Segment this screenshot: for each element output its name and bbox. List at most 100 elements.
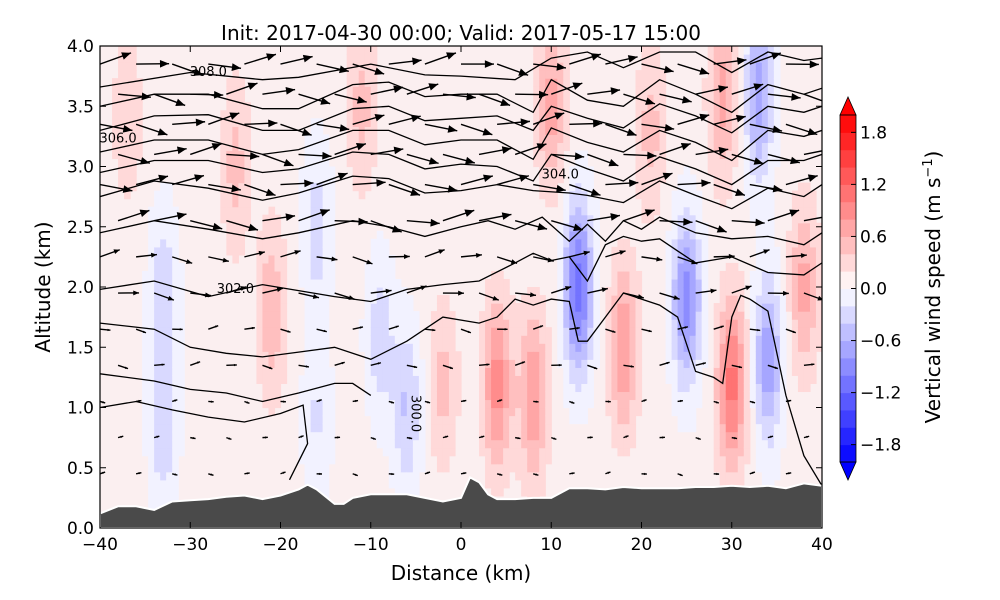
contour-label: 302.0 (217, 282, 254, 297)
field-cell (659, 86, 667, 95)
field-cell (256, 270, 264, 280)
field-cell (725, 295, 733, 304)
field-cell (647, 214, 655, 224)
field-cell (671, 206, 679, 216)
field-cell (388, 391, 396, 401)
field-cell (587, 383, 594, 393)
wind-arrow (514, 220, 548, 231)
field-cell (370, 246, 378, 256)
wind-arrow (262, 436, 268, 439)
field-cell (539, 455, 546, 465)
field-cell (767, 471, 775, 481)
field-cell (479, 375, 486, 384)
field-cell (725, 287, 733, 296)
field-cell (575, 166, 582, 176)
field-cell (755, 367, 763, 376)
field-cell (328, 262, 336, 272)
field-cell (713, 415, 721, 425)
field-cell (539, 359, 546, 368)
field-cell (154, 479, 161, 489)
wind-arrow (605, 328, 616, 333)
field-cell (346, 158, 354, 168)
field-cell (761, 423, 769, 433)
field-cell (364, 343, 372, 352)
field-cell (352, 158, 360, 168)
field-cell (448, 383, 456, 393)
field-cell (316, 343, 324, 352)
field-cell (346, 70, 354, 79)
field-cell (629, 423, 637, 433)
field-cell (563, 303, 570, 312)
field-cell (587, 343, 594, 352)
field-cell (791, 311, 799, 320)
field-cell (803, 367, 811, 376)
wind-arrow (370, 362, 382, 367)
contour-line (100, 373, 372, 403)
field-cell (232, 238, 239, 248)
field-cell (815, 319, 822, 328)
field-cell (274, 367, 282, 376)
field-cell (635, 335, 643, 344)
field-cell (364, 46, 372, 55)
field-cell (394, 383, 402, 393)
field-cell (689, 343, 697, 352)
field-cell (767, 287, 775, 296)
field-cell (725, 86, 733, 95)
field-cell (448, 311, 456, 320)
field-cell (436, 375, 444, 384)
field-cell (130, 150, 137, 160)
field-cell (364, 383, 372, 393)
field-cell (545, 391, 552, 401)
field-cell (388, 471, 396, 481)
colorbar-segment (840, 357, 856, 376)
field-cell (803, 230, 811, 240)
field-cell (220, 134, 227, 143)
field-cell (575, 254, 582, 264)
field-cell (400, 447, 408, 457)
field-cell (797, 214, 805, 224)
field-cell (545, 70, 552, 79)
field-cell (653, 190, 661, 200)
field-cell (617, 359, 625, 368)
field-cell (563, 311, 570, 320)
field-cell (755, 110, 763, 119)
x-tick-label: 0 (456, 535, 467, 555)
field-cell (124, 110, 131, 119)
field-cell (166, 238, 173, 248)
field-cell (485, 351, 492, 360)
field-cell (304, 463, 312, 473)
wind-arrow (388, 114, 421, 126)
field-cell (304, 359, 312, 368)
field-cell (611, 351, 619, 360)
field-cell (767, 391, 775, 401)
field-cell (635, 311, 643, 320)
field-cell (569, 206, 576, 216)
field-cell (479, 423, 486, 433)
colorbar-segment (840, 219, 856, 237)
field-cell (533, 471, 540, 481)
wind-arrow (641, 256, 663, 262)
field-cell (809, 351, 817, 360)
field-cell (587, 359, 594, 368)
field-cell (533, 134, 540, 143)
colorbar-segment (840, 375, 856, 394)
field-cell (677, 407, 685, 417)
field-cell (503, 463, 510, 473)
field-cell (575, 303, 582, 312)
field-cell (166, 407, 173, 417)
field-cell (370, 303, 378, 312)
field-cell (695, 311, 703, 320)
x-tick-label: 30 (721, 535, 743, 555)
field-cell (719, 455, 727, 465)
colorbar-segment (840, 323, 856, 342)
field-cell (719, 367, 727, 376)
field-cell (773, 311, 781, 320)
field-cell (262, 375, 270, 384)
wind-arrow (533, 63, 567, 71)
field-cell (629, 399, 637, 409)
field-cell (136, 102, 143, 111)
field-cell (400, 423, 408, 433)
field-cell (160, 359, 167, 368)
field-cell (635, 303, 643, 312)
field-cell (400, 319, 408, 328)
